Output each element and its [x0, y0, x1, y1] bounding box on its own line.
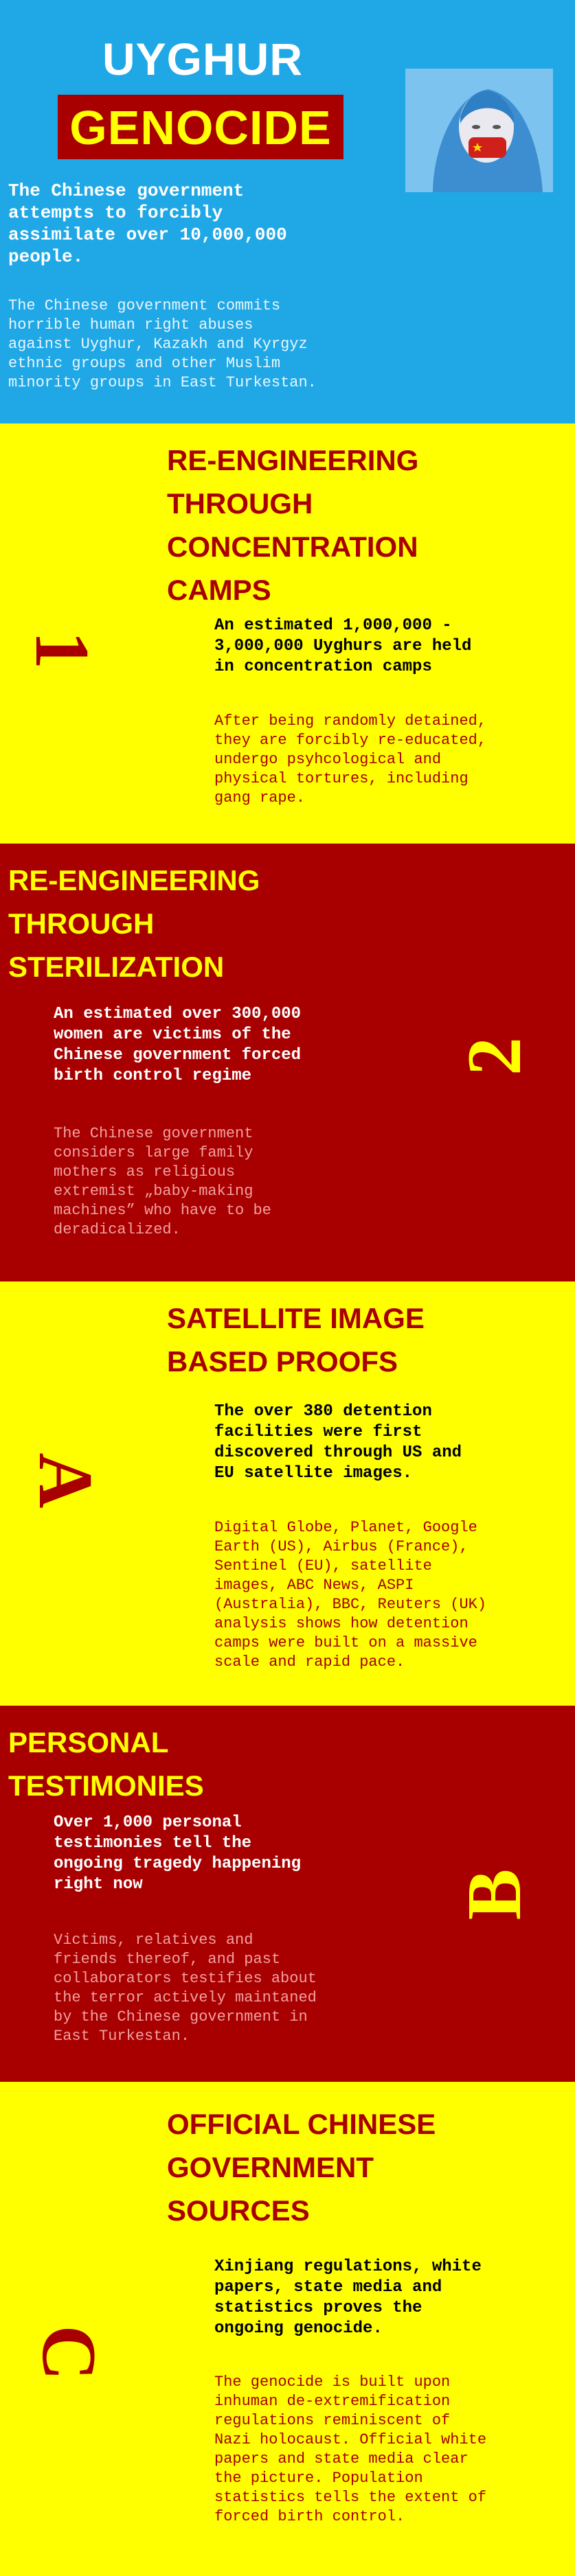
protester-photo	[405, 69, 553, 192]
page-title-line2-box	[58, 95, 343, 159]
section-a-body: Digital Globe, Planet, Google Earth (US)…	[214, 1519, 487, 1671]
header-lead: The Chinese government attempts to forci…	[8, 181, 287, 267]
section-1-numeral: 1	[19, 631, 104, 669]
section-b-title: PERSONAL TESTIMONIES	[8, 1726, 204, 1802]
section-a-lead: The over 380 detention facilities were f…	[214, 1402, 462, 1483]
header-section: UYGHUR GENOCIDE The Chinese government a…	[0, 0, 575, 423]
section-a: SATELLITE IMAGE BASED PROOFS A The over …	[0, 1281, 575, 1706]
section-a-numeral: A	[23, 1452, 108, 1509]
section-1-title: RE-ENGINEERING THROUGH CONCENTRATION CAM…	[167, 444, 419, 606]
section-2-body: The Chinese government considers large f…	[54, 1125, 271, 1238]
section-b-body: Victims, relatives and friends thereof, …	[54, 1931, 317, 2045]
section-a-title: SATELLITE IMAGE BASED PROOFS	[167, 1302, 425, 1378]
section-c-body: The genocide is built upon inhuman de-ex…	[214, 2374, 487, 2525]
section-1-lead: An estimated 1,000,000 - 3,000,000 Uyghu…	[214, 616, 472, 676]
section-b-lead: Over 1,000 personal testimonies tell the…	[54, 1813, 302, 1894]
section-c-numeral: C	[26, 2325, 111, 2381]
section-2: RE-ENGINEERING THROUGH STERILIZATION An …	[0, 844, 575, 1281]
header-body: The Chinese government commits horrible …	[8, 297, 317, 391]
section-b: PERSONAL TESTIMONIES Over 1,000 personal…	[0, 1706, 575, 2082]
section-1-body: After being randomly detained, they are …	[214, 712, 487, 807]
section-2-numeral: 2	[452, 1037, 537, 1076]
section-c-lead: Xinjiang regulations, white papers, stat…	[214, 2258, 482, 2338]
section-1: RE-ENGINEERING THROUGH CONCENTRATION CAM…	[0, 423, 575, 844]
page-title-line1: UYGHUR	[102, 34, 303, 84]
section-c: OFFICIAL CHINESE GOVERNMENT SOURCES C Xi…	[0, 2082, 575, 2576]
section-b-numeral: B	[452, 1868, 537, 1921]
section-c-title: OFFICIAL CHINESE GOVERNMENT SOURCES	[167, 2108, 436, 2227]
section-2-lead: An estimated over 300,000 women are vict…	[54, 1005, 302, 1085]
section-2-title: RE-ENGINEERING THROUGH STERILIZATION	[8, 864, 260, 983]
page-title-line2: GENOCIDE	[69, 101, 332, 154]
